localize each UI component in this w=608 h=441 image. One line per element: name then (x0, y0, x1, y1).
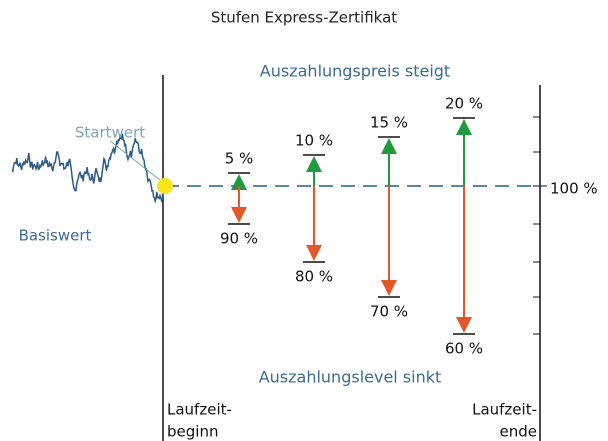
down-label: 70 % (370, 303, 408, 321)
start-pointer (109, 140, 161, 181)
up-label: 20 % (445, 95, 483, 113)
top-label: Auszahlungspreis steigt (260, 62, 450, 81)
up-label: 15 % (370, 114, 408, 132)
end-period: Laufzeit- (472, 401, 537, 419)
down-label: 60 % (445, 340, 483, 358)
up-label: 5 % (225, 150, 254, 168)
down-label: 80 % (295, 268, 333, 286)
start-label: Startwert (75, 124, 145, 142)
bottom-label: Auszahlungslevel sinkt (259, 368, 442, 387)
up-label: 10 % (295, 132, 333, 150)
underlying-line (11, 133, 164, 204)
title: Stufen Express-Zertifikat (211, 9, 397, 27)
end-period: ende (500, 423, 538, 441)
start-period: beginn (167, 423, 218, 441)
reference-label: 100 % (550, 180, 598, 198)
start-dot (157, 178, 173, 194)
down-label: 90 % (220, 230, 258, 248)
underlying-label: Basiswert (19, 227, 92, 245)
start-period: Laufzeit- (167, 401, 232, 419)
